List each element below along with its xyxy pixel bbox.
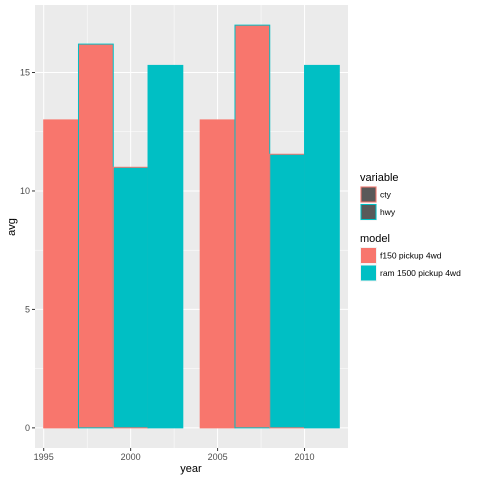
legend-key	[361, 248, 376, 263]
x-tick-label: 2005	[208, 452, 228, 462]
x-axis: 1995 2000 2005 2010	[34, 448, 315, 462]
legend-title: variable	[360, 172, 399, 184]
y-tick-label: 15	[20, 68, 30, 78]
bar	[199, 119, 236, 429]
bar	[269, 153, 306, 429]
bar	[304, 64, 340, 429]
bar	[77, 43, 114, 429]
legend-label: cty	[380, 190, 392, 200]
bars	[43, 24, 340, 429]
legend-label: hwy	[380, 207, 396, 217]
y-axis: 0 5 10 15	[20, 68, 35, 433]
legend-label: ram 1500 pickup 4wd	[380, 268, 461, 278]
bar	[112, 166, 149, 429]
y-tick-label: 10	[20, 186, 30, 196]
x-tick-label: 2000	[121, 452, 141, 462]
legend-label: f150 pickup 4wd	[380, 251, 442, 261]
x-tick-label: 1995	[34, 452, 54, 462]
legend-title: model	[360, 233, 390, 245]
bar	[234, 24, 271, 429]
bar	[147, 64, 184, 429]
y-tick-label: 5	[25, 304, 30, 314]
legend-key	[360, 186, 377, 203]
legend-key	[360, 204, 377, 220]
x-tick-label: 2010	[295, 452, 315, 462]
y-tick-label: 0	[25, 423, 30, 433]
y-axis-title: avg	[6, 218, 18, 236]
x-axis-title: year	[180, 463, 202, 475]
bar	[43, 119, 79, 429]
legend-key	[361, 265, 376, 281]
legends: variable cty hwy model f150 pickup 4wd ram 15…	[360, 172, 461, 282]
